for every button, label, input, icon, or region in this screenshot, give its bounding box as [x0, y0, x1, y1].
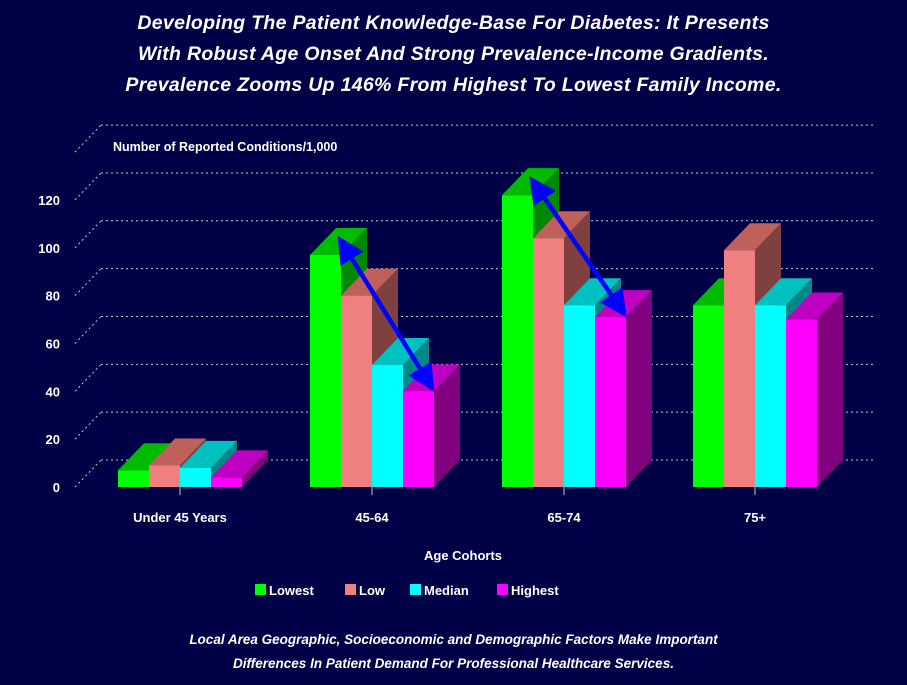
- y-tick-label: 80: [46, 289, 60, 304]
- footer-line-1: Local Area Geographic, Socioeconomic and…: [189, 632, 718, 647]
- gridline-diagonal: [74, 363, 102, 392]
- bar-front: [341, 295, 372, 487]
- gridline-diagonal: [74, 220, 102, 249]
- x-tick-label: 45-64: [355, 510, 389, 525]
- bar-front: [786, 319, 817, 487]
- y-tick-label: 20: [46, 432, 60, 447]
- bar-front: [149, 465, 180, 487]
- gridline-diagonal: [74, 172, 102, 201]
- legend-item-highest: Highest: [497, 583, 559, 598]
- y-tick-label: 120: [38, 193, 60, 208]
- gridline-diagonal: [74, 459, 102, 488]
- bar-top: [755, 278, 812, 306]
- legend-label: Low: [359, 583, 386, 598]
- footer-note: Local Area Geographic, Socioeconomic and…: [0, 628, 907, 676]
- legend-swatch: [345, 584, 356, 595]
- y-tick-label: 60: [46, 336, 60, 351]
- bar-front: [693, 305, 724, 487]
- annotation-arrows: [337, 176, 627, 392]
- bars: [118, 168, 843, 487]
- x-tick-label: 65-74: [547, 510, 581, 525]
- y-tick-label: 0: [53, 480, 60, 495]
- double-arrow: [337, 235, 435, 392]
- legend: Lowest Low Median Highest: [255, 583, 559, 598]
- x-axis-label: Age Cohorts: [424, 548, 502, 563]
- legend-swatch: [497, 584, 508, 595]
- bar-side: [626, 290, 652, 487]
- footer-line-2: Differences In Patient Demand For Profes…: [233, 656, 674, 671]
- x-tick-label: Under 45 Years: [133, 510, 227, 525]
- bar-top: [118, 443, 175, 471]
- y-tick-labels: 0 20 40 60 80 100 120: [38, 193, 60, 495]
- legend-label: Highest: [511, 583, 559, 598]
- bar-front: [211, 477, 242, 487]
- bar-front: [403, 391, 434, 487]
- legend-item-median: Median: [410, 583, 469, 598]
- bar-side: [434, 364, 460, 487]
- bar-top: [724, 223, 781, 251]
- legend-swatch: [255, 584, 266, 595]
- bar-front: [564, 305, 595, 487]
- bar-front: [724, 250, 755, 487]
- bar-side: [242, 450, 268, 487]
- legend-swatch: [410, 584, 421, 595]
- bar-front: [533, 238, 564, 487]
- title-line-3: Prevalence Zooms Up 146% From Highest To…: [125, 74, 782, 96]
- bar-highest-2: [595, 290, 652, 487]
- x-tick-label: 75+: [744, 510, 766, 525]
- bar-front: [118, 470, 149, 487]
- gridline-diagonal: [74, 316, 102, 344]
- bar-front: [595, 317, 626, 487]
- bar-top: [211, 450, 268, 478]
- y-axis-label: Number of Reported Conditions/1,000: [113, 140, 337, 154]
- bar-front: [372, 365, 403, 487]
- gridline-diagonal: [74, 411, 102, 440]
- legend-label: Lowest: [269, 583, 314, 598]
- bar-front: [755, 305, 786, 487]
- x-tick-labels: Under 45 Years 45-64 65-74 75+: [133, 487, 766, 525]
- legend-label: Median: [424, 583, 469, 598]
- bar-front: [502, 195, 533, 487]
- double-arrow: [529, 176, 627, 318]
- bar-highest-0: [211, 450, 268, 487]
- title-line-1: Developing The Patient Knowledge-Base Fo…: [137, 12, 770, 34]
- gridline-diagonal: [74, 268, 102, 296]
- bar-top: [149, 438, 206, 466]
- bar-side: [817, 292, 843, 487]
- bar-front: [180, 467, 211, 487]
- bar-highest-3: [786, 292, 843, 487]
- bar-front: [310, 254, 341, 487]
- legend-item-lowest: Lowest: [255, 583, 314, 598]
- legend-item-low: Low: [345, 583, 386, 598]
- bar-top: [786, 292, 843, 320]
- bar-highest-1: [403, 364, 460, 487]
- gridline-diagonal: [74, 124, 102, 153]
- title-line-2: With Robust Age Onset And Strong Prevale…: [137, 43, 770, 65]
- y-tick-label: 100: [38, 241, 60, 256]
- chart-title: Developing The Patient Knowledge-Base Fo…: [0, 8, 907, 101]
- bar-top: [180, 440, 237, 468]
- y-tick-label: 40: [46, 384, 60, 399]
